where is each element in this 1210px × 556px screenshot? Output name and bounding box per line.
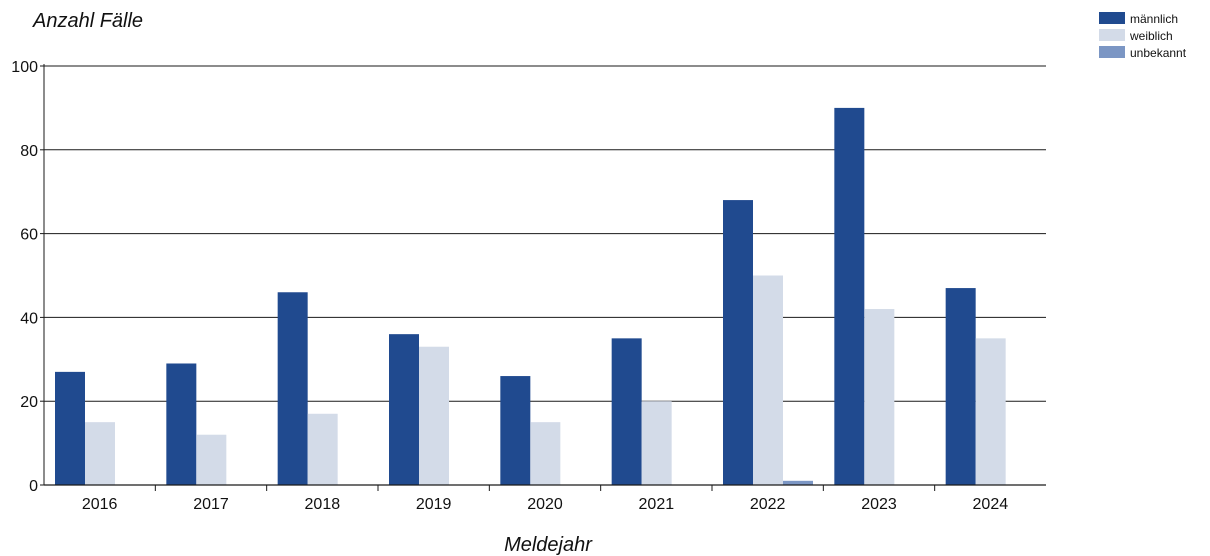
axes: [40, 64, 1046, 491]
bar-weiblich-2017: [196, 434, 227, 485]
x-axis-title: Meldejahr: [504, 534, 593, 556]
bar-männlich-2016: [55, 371, 85, 485]
tick-labels: 0 20 40 60 80 100 2016 2017 2018 2019 2020 2021 2022…: [11, 59, 1008, 513]
grid-lines: [44, 65, 1046, 402]
x-tick-label: 2016: [82, 496, 118, 513]
legend-label-männlich: männlich: [1130, 12, 1178, 26]
bar-männlich-2021: [611, 338, 642, 485]
x-tick-label: 2023: [861, 496, 897, 513]
x-tick-label: 2024: [973, 496, 1009, 513]
bar-weiblich-2023: [864, 309, 895, 485]
y-tick-label: 80: [20, 143, 38, 160]
bar-weiblich-2016: [85, 422, 115, 485]
bar-männlich-2023: [834, 107, 865, 486]
x-tick-label: 2021: [639, 496, 675, 513]
bar-männlich-2024: [945, 288, 976, 485]
bar-unbekannt-2022: [783, 480, 813, 485]
bar-weiblich-2020: [530, 422, 561, 485]
legend-swatch-weiblich: [1099, 29, 1125, 41]
y-tick-label: 40: [20, 310, 38, 327]
legend: männlich weiblich unbekannt: [1099, 12, 1187, 60]
y-tick-label: 100: [11, 59, 38, 76]
bar-weiblich-2021: [641, 401, 672, 485]
bar-weiblich-2018: [307, 413, 338, 485]
bar-weiblich-2022: [753, 275, 783, 485]
bars: [55, 107, 1006, 486]
x-tick-label: 2019: [416, 496, 452, 513]
x-tick-label: 2017: [193, 496, 229, 513]
bar-weiblich-2019: [419, 346, 449, 485]
bar-männlich-2017: [166, 363, 197, 485]
bar-männlich-2018: [277, 292, 308, 485]
y-tick-label: 20: [20, 394, 38, 411]
y-axis-title: Anzahl Fälle: [32, 10, 143, 32]
x-tick-label: 2018: [305, 496, 341, 513]
legend-label-weiblich: weiblich: [1129, 29, 1173, 43]
x-tick-label: 2020: [527, 496, 563, 513]
legend-label-unbekannt: unbekannt: [1130, 46, 1187, 60]
y-tick-label: 60: [20, 227, 38, 244]
bar-weiblich-2024: [975, 338, 1006, 485]
bar-männlich-2019: [389, 334, 419, 485]
bar-männlich-2020: [500, 376, 531, 485]
legend-swatch-männlich: [1099, 12, 1125, 24]
x-tick-label: 2022: [750, 496, 786, 513]
legend-swatch-unbekannt: [1099, 46, 1125, 58]
y-tick-label: 0: [29, 478, 38, 495]
bar-männlich-2022: [723, 200, 753, 485]
